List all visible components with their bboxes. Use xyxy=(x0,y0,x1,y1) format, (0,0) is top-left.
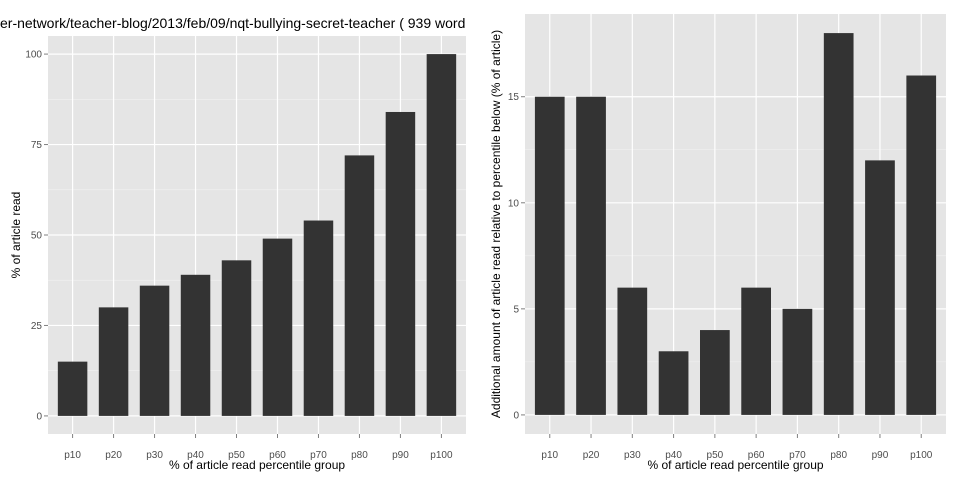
left-x-tick-label: p10 xyxy=(64,450,81,461)
right-x-tick-label: p100 xyxy=(910,450,933,461)
right-chart: 0 5 10 15 p10 p20 p30 p40 p50 p60 p70 p80 p90 p100 %… xyxy=(489,14,946,472)
left-x-tick-label: p50 xyxy=(228,450,245,461)
left-x-tick-label: p30 xyxy=(146,450,163,461)
left-chart: 0 25 50 75 100 p10 p20 p30 p40 p50 p60 p70 p80 p90 p1… xyxy=(9,36,466,472)
left-y-axis-label: % of article read xyxy=(9,192,23,279)
left-bar-p70 xyxy=(303,220,334,416)
left-bar-p50 xyxy=(221,260,252,416)
left-y-tick-label: 25 xyxy=(31,321,43,332)
right-x-tick-label: p30 xyxy=(624,450,641,461)
right-bar-p100 xyxy=(906,75,937,415)
right-x-tick-label: p20 xyxy=(583,450,600,461)
left-y-tick-label: 100 xyxy=(25,50,42,61)
left-y-tick-label: 0 xyxy=(36,411,42,422)
right-y-axis-label: Additional amount of article read relati… xyxy=(489,30,503,418)
left-bar-p10 xyxy=(57,361,88,416)
right-x-tick-label: p80 xyxy=(830,450,847,461)
left-x-tick-label: p60 xyxy=(269,450,286,461)
left-bar-p80 xyxy=(344,155,375,416)
left-x-axis-label: % of article read percentile group xyxy=(169,458,345,472)
right-bar-p20 xyxy=(576,96,606,415)
left-bar-p100 xyxy=(426,54,457,416)
left-y-tick-label: 50 xyxy=(31,231,43,242)
right-y-tick-label: 0 xyxy=(513,410,519,421)
left-bar-p90 xyxy=(385,111,416,416)
right-x-tick-label: p50 xyxy=(707,450,724,461)
left-x-tick-label: p90 xyxy=(392,450,409,461)
left-bar-p20 xyxy=(98,307,129,416)
right-x-tick-label: p10 xyxy=(541,450,558,461)
right-x-tick-label: p40 xyxy=(665,450,682,461)
left-x-tick-label: p20 xyxy=(105,450,122,461)
right-x-axis-label: % of article read percentile group xyxy=(647,458,823,472)
right-x-tick-label: p70 xyxy=(789,450,806,461)
left-y-tick-label: 75 xyxy=(31,140,43,151)
left-bar-p40 xyxy=(180,274,211,416)
right-bar-p70 xyxy=(782,308,813,415)
right-y-tick-label: 15 xyxy=(508,92,520,103)
left-x-tick-label: p100 xyxy=(430,450,453,461)
left-bar-p60 xyxy=(262,238,293,416)
left-bar-p30 xyxy=(139,285,170,416)
right-bar-p40 xyxy=(658,351,689,415)
right-x-tick-label: p90 xyxy=(872,450,889,461)
right-bar-p50 xyxy=(700,330,730,415)
left-x-tick-label: p40 xyxy=(187,450,204,461)
right-bar-p30 xyxy=(617,287,648,415)
right-y-tick-label: 5 xyxy=(513,304,519,315)
right-bar-p80 xyxy=(823,33,854,415)
left-x-tick-label: p80 xyxy=(351,450,368,461)
right-bar-p60 xyxy=(741,287,771,415)
chart-title: er-network/teacher-blog/2013/feb/09/nqt-… xyxy=(0,15,465,31)
left-x-tick-label: p70 xyxy=(310,450,327,461)
right-bar-p10 xyxy=(534,96,565,415)
right-x-tick-label: p60 xyxy=(748,450,765,461)
right-y-tick-label: 10 xyxy=(508,198,520,209)
right-bar-p90 xyxy=(865,160,895,415)
